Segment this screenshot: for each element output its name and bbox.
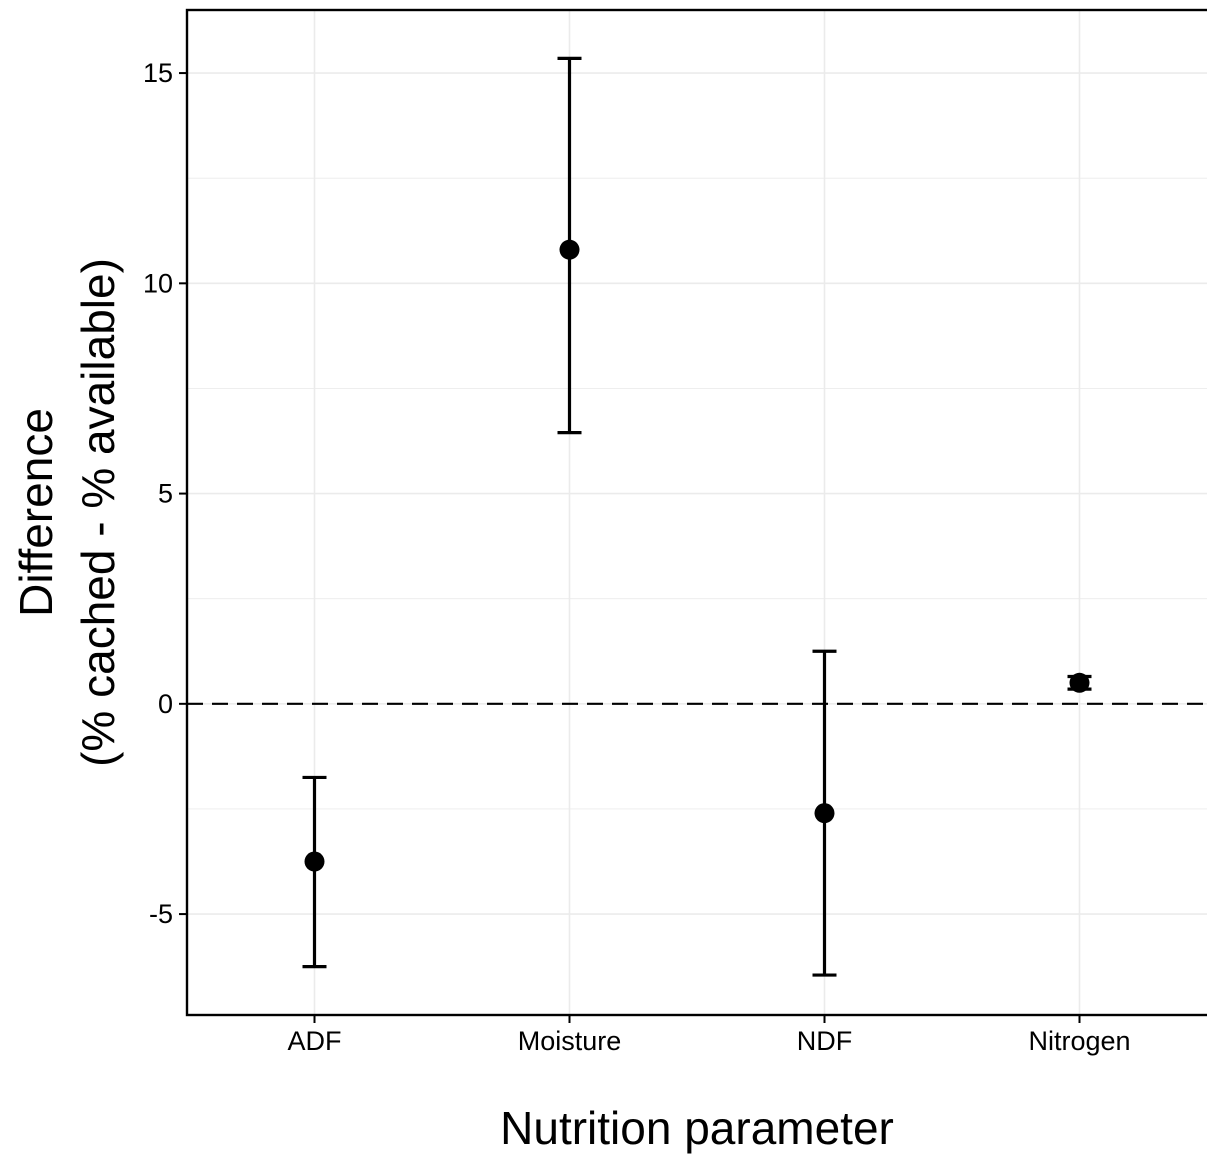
x-axis: ADF Moisture NDF Nitrogen [288,1015,1131,1056]
y-tick-label-1: 0 [158,689,173,719]
x-tick-label-adf: ADF [288,1026,342,1056]
mean-dot-adf [304,851,325,872]
x-axis-title: Nutrition parameter [500,1102,894,1154]
y-tick-label-3: 10 [143,268,173,298]
y-tick-label-4: 15 [143,58,173,88]
panel-border [185,8,1207,1017]
mean-dot-ndf [814,803,835,824]
point-moisture [557,56,582,435]
point-adf [302,775,327,969]
y-tick-label-0: -5 [149,899,173,929]
data-marks [302,56,1092,977]
y-axis-title: Difference (% cached - % available) [10,258,124,767]
x-tick-label-nitrogen: Nitrogen [1028,1026,1130,1056]
x-tick-label-moisture: Moisture [518,1026,622,1056]
y-tick-label-2: 5 [158,479,173,509]
mean-dot-moisture [559,239,580,260]
y-axis-title-line-1: Difference [10,408,62,617]
y-axis-title-line-2: (% cached - % available) [72,258,124,767]
grid-lines [187,10,1207,1015]
point-nitrogen [1067,672,1092,693]
y-axis: -5 0 5 10 15 [143,58,187,929]
x-tick-label-ndf: NDF [797,1026,853,1056]
mean-dot-nitrogen [1069,672,1090,693]
point-ndf [812,649,837,977]
